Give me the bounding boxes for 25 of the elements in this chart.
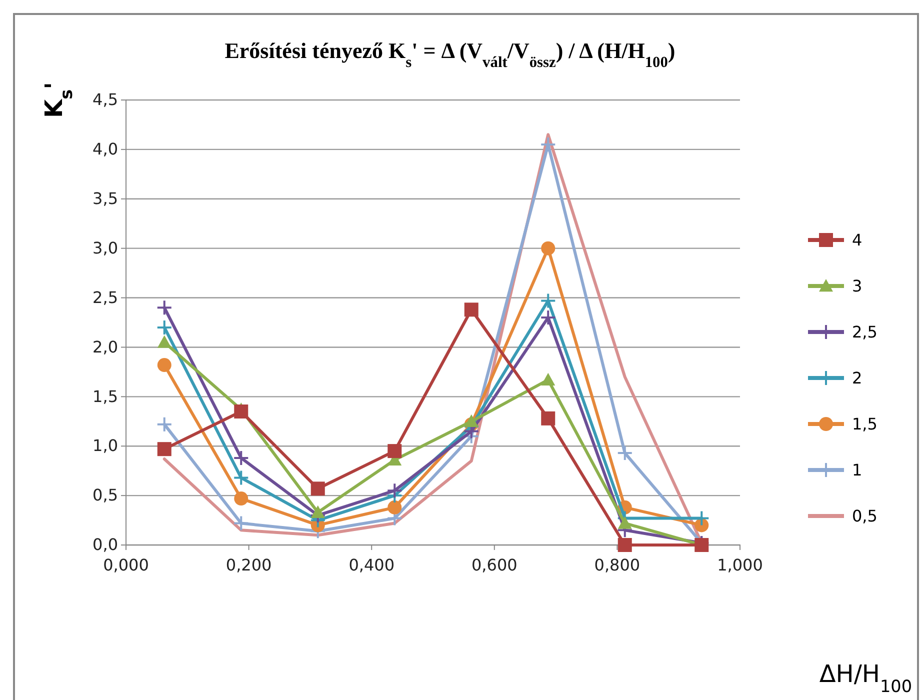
legend-label: 4 — [852, 230, 862, 250]
x-tick-label: 0,800 — [594, 556, 640, 575]
x-axis-title: ΔH/H$_{100}$ — [819, 660, 912, 696]
y-tick-label: 4,0 — [92, 140, 118, 159]
y-tick-label: 0,5 — [92, 486, 118, 505]
y-tick-label: 4,5 — [92, 90, 118, 110]
x-tick-label: 0,000 — [103, 556, 149, 575]
x-tick-label: 0,400 — [348, 556, 395, 575]
legend-label: 1 — [852, 460, 862, 480]
legend-label: 1,5 — [852, 414, 878, 434]
legend-label: 2 — [852, 368, 862, 388]
legend-label: 0,5 — [852, 506, 878, 526]
y-tick-label: 2,5 — [92, 288, 118, 307]
y-tick-label: 3,0 — [92, 238, 118, 258]
y-tick-label: 1,5 — [92, 386, 118, 406]
chart-title: Erősítési tényező K$_{s}$' = Δ (V$_{vált}$/V$_{össz}$) / Δ (H/H$_{100}$) — [224, 38, 676, 70]
x-tick-label: 0,200 — [226, 556, 272, 575]
y-tick-label: 0,0 — [92, 535, 118, 554]
y-tick-label: 2,0 — [92, 337, 118, 356]
x-tick-label: 1,000 — [717, 556, 763, 575]
legend-label: 3 — [852, 276, 862, 296]
y-tick-label: 3,5 — [92, 189, 118, 208]
legend-label: 2,5 — [852, 322, 878, 342]
x-tick-label: 0,600 — [471, 556, 518, 575]
y-tick-label: 1,0 — [92, 436, 118, 456]
